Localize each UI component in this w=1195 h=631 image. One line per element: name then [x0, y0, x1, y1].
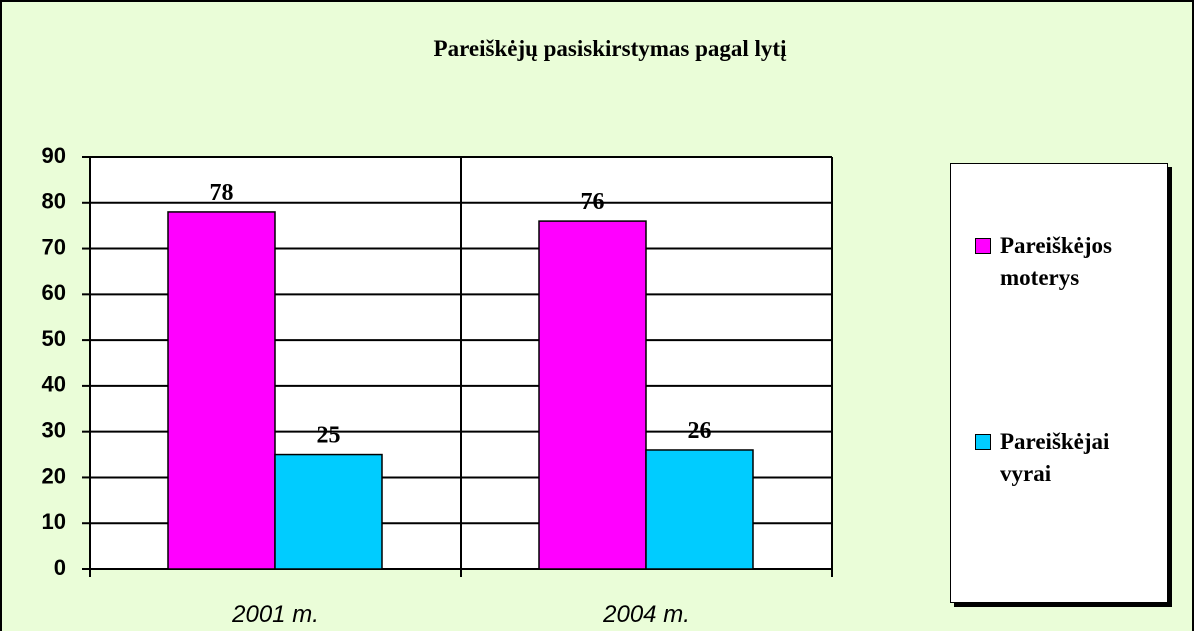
- value-label: 76: [581, 189, 605, 215]
- y-tick-label: 30: [42, 417, 66, 442]
- value-label: 25: [317, 423, 341, 449]
- legend-swatch: [975, 238, 991, 254]
- x-tick-label: 2001 m.: [231, 601, 319, 628]
- legend-label: Pareiškėjai vyrai: [1000, 429, 1110, 486]
- legend-entry: Pareiškėjos moterys: [975, 230, 1165, 294]
- y-tick-label: 80: [42, 189, 66, 214]
- value-label: 26: [688, 418, 712, 444]
- y-tick-label: 50: [42, 326, 66, 351]
- chart-title: Pareiškėjų pasiskirstymas pagal lytį: [434, 36, 788, 61]
- y-tick-label: 0: [54, 555, 66, 580]
- legend: Pareiškėjos moterys Pareiškėjai vyrai: [950, 163, 1168, 603]
- value-label: 78: [210, 180, 234, 206]
- y-tick-label: 90: [42, 143, 66, 168]
- legend-entry: Pareiškėjai vyrai: [975, 426, 1165, 490]
- bar: [274, 453, 383, 570]
- legend-label: Pareiškėjos moterys: [1000, 233, 1113, 290]
- legend-swatch: [975, 434, 991, 450]
- bar: [167, 211, 276, 570]
- y-tick-label: 20: [42, 463, 66, 488]
- x-tick-label: 2004 m.: [602, 601, 690, 628]
- y-tick-label: 70: [42, 234, 66, 259]
- bar: [538, 220, 647, 570]
- y-tick-label: 60: [42, 280, 66, 305]
- y-tick-label: 10: [42, 509, 66, 534]
- bar: [645, 449, 754, 570]
- y-tick-label: 40: [42, 372, 66, 397]
